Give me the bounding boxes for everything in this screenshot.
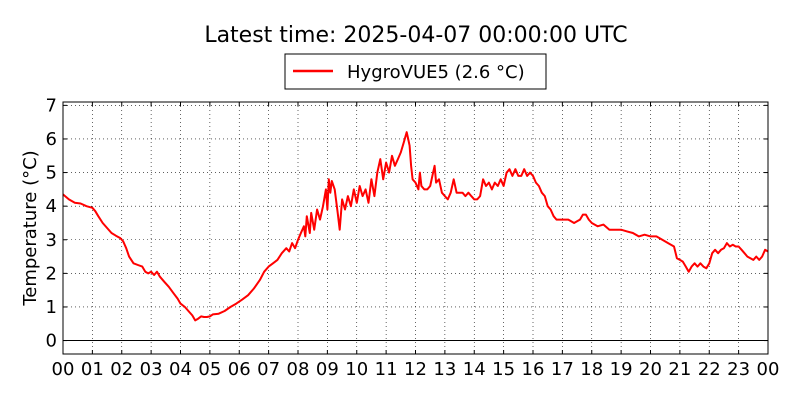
x-tick-label: 04 — [169, 359, 192, 380]
x-tick-label: 13 — [433, 359, 456, 380]
x-tick-label: 14 — [463, 359, 486, 380]
x-tick-label: 12 — [404, 359, 427, 380]
series-line-hygrovue5 — [62, 131, 769, 322]
y-tick-label: 4 — [46, 196, 57, 217]
y-tick-label: 1 — [46, 297, 57, 318]
y-axis-label: Temperature (°C) — [20, 150, 41, 306]
legend-label: HygroVUE5 (2.6 °C) — [347, 62, 525, 83]
x-tick-label: 09 — [316, 359, 339, 380]
x-tick-label: 06 — [228, 359, 251, 380]
grid — [62, 102, 769, 354]
x-tick-label: 17 — [551, 359, 574, 380]
chart-title: Latest time: 2025-04-07 00:00:00 UTC — [204, 23, 627, 48]
x-tick-label: 08 — [287, 359, 310, 380]
legend: HygroVUE5 (2.6 °C) — [284, 53, 547, 90]
x-tick-label: 20 — [639, 359, 662, 380]
x-tick-label: 11 — [375, 359, 398, 380]
x-tick-label: 16 — [522, 359, 545, 380]
x-tick-label: 05 — [198, 359, 221, 380]
x-tick-label: 23 — [727, 359, 750, 380]
x-tick-label: 10 — [345, 359, 368, 380]
x-tick-label: 19 — [610, 359, 633, 380]
x-tick-label: 15 — [492, 359, 515, 380]
y-tick-label: 0 — [46, 331, 57, 352]
x-tick-label: 01 — [81, 359, 104, 380]
x-tick-label: 21 — [668, 359, 691, 380]
x-tick-label: 18 — [580, 359, 603, 380]
x-tick-label: 00 — [52, 359, 75, 380]
y-axis: 0 1 2 3 4 5 6 7 — [46, 95, 768, 352]
plot-frame — [62, 101, 769, 355]
x-tick-label: 02 — [110, 359, 133, 380]
y-tick-label: 5 — [46, 163, 57, 184]
x-tick-label: 07 — [257, 359, 280, 380]
x-tick-label: 00 — [757, 359, 780, 380]
y-tick-label: 6 — [46, 129, 57, 150]
x-tick-label: 22 — [698, 359, 721, 380]
y-tick-label: 2 — [46, 263, 57, 284]
y-tick-label: 3 — [46, 230, 57, 251]
x-axis: 00 01 02 03 04 05 06 07 08 09 10 11 12 13 14 15 16 17 18 19… — [52, 102, 780, 380]
x-tick-label: 03 — [140, 359, 163, 380]
y-tick-label: 7 — [46, 95, 57, 116]
